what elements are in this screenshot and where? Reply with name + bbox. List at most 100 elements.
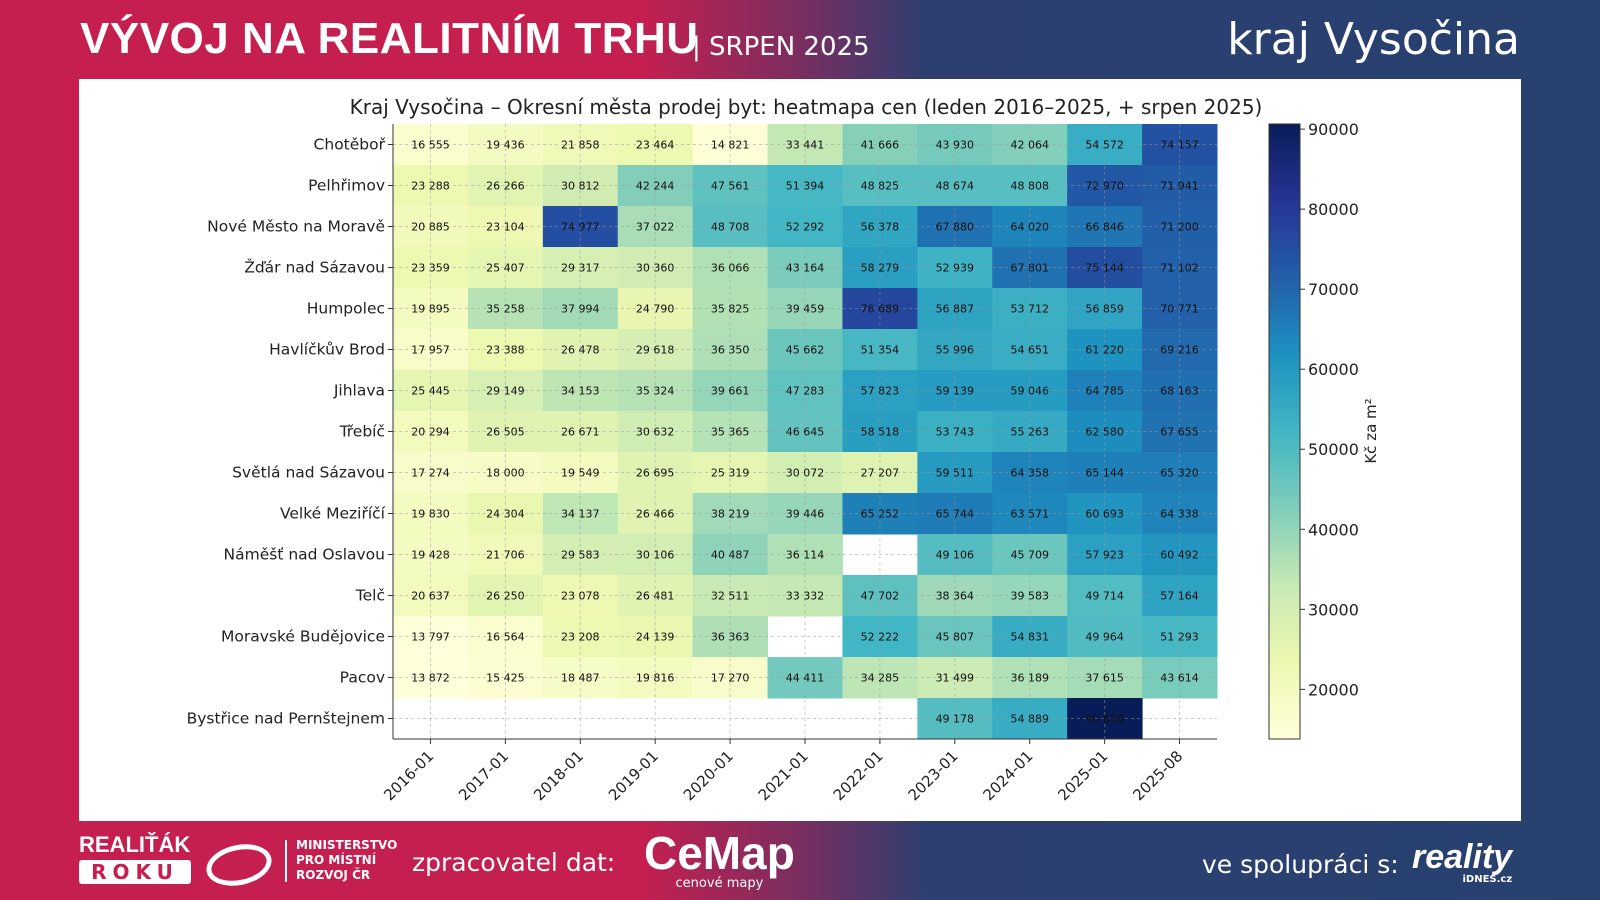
y-tick-label: Třebíč bbox=[339, 423, 385, 441]
cemap-logo: CeMap cenové mapy bbox=[644, 830, 795, 891]
cell-value-label: 90 638 bbox=[1085, 713, 1124, 726]
cell-value-label: 19 816 bbox=[636, 672, 675, 685]
cell-value-label: 21 858 bbox=[561, 139, 600, 152]
cell-value-label: 33 332 bbox=[786, 590, 825, 603]
cell-value-label: 25 319 bbox=[711, 467, 750, 480]
cell-value-label: 59 511 bbox=[936, 467, 975, 480]
realitak-logo: REALIŤÁK ROKU bbox=[79, 832, 191, 884]
ministry-text: MINISTERSTVO PRO MÍSTNÍ ROZVOJ ČR bbox=[296, 838, 397, 883]
cell-value-label: 56 378 bbox=[861, 221, 900, 234]
cell-value-label: 64 358 bbox=[1010, 467, 1049, 480]
cell-value-label: 16 564 bbox=[486, 631, 525, 644]
cell-value-label: 17 957 bbox=[411, 344, 450, 357]
cell-value-label: 74 977 bbox=[561, 221, 600, 234]
cell-value-label: 37 615 bbox=[1085, 672, 1124, 685]
x-tick-label: 2022-01 bbox=[830, 747, 887, 804]
cell-value-label: 71 102 bbox=[1160, 262, 1199, 275]
reality-logo-text: reality bbox=[1412, 838, 1513, 876]
y-tick-label: Náměšť nad Oslavou bbox=[224, 546, 385, 564]
cell-value-label: 19 428 bbox=[411, 549, 450, 562]
cell-value-label: 51 354 bbox=[861, 344, 900, 357]
cell-value-label: 16 555 bbox=[411, 139, 450, 152]
ministry-line: ROZVOJ ČR bbox=[296, 868, 371, 882]
reality-idnes-logo: reality iDNES.cz bbox=[1412, 840, 1512, 885]
y-tick-label: Pelhřimov bbox=[308, 177, 385, 195]
cell-value-label: 72 970 bbox=[1085, 180, 1124, 193]
cell-value-label: 71 941 bbox=[1160, 180, 1199, 193]
cell-value-label: 58 518 bbox=[861, 426, 900, 439]
cell-value-label: 52 939 bbox=[936, 262, 975, 275]
cell-value-label: 26 695 bbox=[636, 467, 675, 480]
cell-value-label: 34 153 bbox=[561, 385, 600, 398]
cell-value-label: 38 219 bbox=[711, 508, 750, 521]
cell-value-label: 25 445 bbox=[411, 385, 450, 398]
cell-value-label: 19 549 bbox=[561, 467, 600, 480]
cell-value-label: 39 583 bbox=[1010, 590, 1049, 603]
cell-value-label: 17 274 bbox=[411, 467, 450, 480]
cell-value-label: 59 139 bbox=[936, 385, 975, 398]
cell-value-label: 18 487 bbox=[561, 672, 600, 685]
cell-value-label: 55 263 bbox=[1010, 426, 1049, 439]
y-tick-label: Telč bbox=[355, 587, 385, 605]
y-tick-label: Havlíčkův Brod bbox=[269, 341, 385, 359]
cell-value-label: 26 266 bbox=[486, 180, 525, 193]
cell-value-label: 24 790 bbox=[636, 303, 675, 316]
cell-value-label: 65 744 bbox=[936, 508, 975, 521]
cell-value-label: 54 572 bbox=[1085, 139, 1124, 152]
cell-value-label: 57 164 bbox=[1160, 590, 1199, 603]
cell-value-label: 56 859 bbox=[1085, 303, 1124, 316]
cell-value-label: 15 425 bbox=[486, 672, 525, 685]
header-subtitle: | SRPEN 2025 bbox=[692, 32, 870, 62]
y-tick-label: Moravské Budějovice bbox=[221, 628, 385, 646]
cell-value-label: 13 872 bbox=[411, 672, 450, 685]
cell-value-label: 23 104 bbox=[486, 221, 525, 234]
cell-value-label: 70 771 bbox=[1160, 303, 1199, 316]
cemap-sub-text: cenové mapy bbox=[675, 876, 764, 891]
cell-value-label: 42 064 bbox=[1010, 139, 1049, 152]
colorbar-tick-label: 50000 bbox=[1308, 440, 1359, 459]
ministry-line: MINISTERSTVO bbox=[296, 838, 398, 852]
cell-value-label: 26 481 bbox=[636, 590, 675, 603]
x-tick-label: 2021-01 bbox=[755, 747, 812, 804]
processor-label: zpracovatel dat: bbox=[412, 848, 616, 877]
cell-value-label: 20 885 bbox=[411, 221, 450, 234]
cell-value-label: 60 492 bbox=[1160, 549, 1199, 562]
cell-value-label: 65 144 bbox=[1085, 467, 1124, 480]
cell-value-label: 65 320 bbox=[1160, 467, 1199, 480]
reality-sub-text: iDNES.cz bbox=[1462, 874, 1513, 885]
cell-value-label: 27 207 bbox=[861, 467, 900, 480]
cell-value-label: 69 216 bbox=[1160, 344, 1199, 357]
cell-value-label: 57 823 bbox=[861, 385, 900, 398]
cell-value-label: 38 364 bbox=[936, 590, 975, 603]
cell-value-label: 47 702 bbox=[861, 590, 900, 603]
y-tick-label: Nové Město na Moravě bbox=[207, 218, 385, 236]
cell-value-label: 18 000 bbox=[486, 467, 525, 480]
cell-value-label: 43 164 bbox=[786, 262, 825, 275]
cell-value-label: 64 785 bbox=[1085, 385, 1124, 398]
x-tick-label: 2018-01 bbox=[530, 747, 587, 804]
y-tick-label: Světlá nad Sázavou bbox=[232, 464, 385, 482]
colorbar-tick-label: 40000 bbox=[1308, 520, 1359, 539]
cell-value-label: 41 666 bbox=[861, 139, 900, 152]
cell-value-label: 65 252 bbox=[861, 508, 900, 521]
y-tick-label: Pacov bbox=[340, 669, 385, 687]
y-tick-label: Humpolec bbox=[307, 300, 385, 318]
colorbar-label: Kč za m² bbox=[1362, 398, 1380, 463]
cell-value-label: 60 693 bbox=[1085, 508, 1124, 521]
x-tick-label: 2025-01 bbox=[1054, 747, 1111, 804]
cell-value-label: 49 964 bbox=[1085, 631, 1124, 644]
cell-value-label: 58 279 bbox=[861, 262, 900, 275]
cell-value-label: 17 270 bbox=[711, 672, 750, 685]
x-tick-label: 2025-08 bbox=[1129, 747, 1186, 804]
cell-value-label: 23 464 bbox=[636, 139, 675, 152]
cell-value-label: 48 674 bbox=[936, 180, 975, 193]
cell-value-label: 24 304 bbox=[486, 508, 525, 521]
cell-value-label: 47 283 bbox=[786, 385, 825, 398]
cell-value-label: 26 466 bbox=[636, 508, 675, 521]
cell-value-label: 74 157 bbox=[1160, 139, 1199, 152]
cell-value-label: 36 189 bbox=[1010, 672, 1049, 685]
header-region: kraj Vysočina bbox=[1227, 14, 1520, 65]
cell-value-label: 21 706 bbox=[486, 549, 525, 562]
cell-value-label: 19 895 bbox=[411, 303, 450, 316]
cell-value-label: 52 292 bbox=[786, 221, 825, 234]
